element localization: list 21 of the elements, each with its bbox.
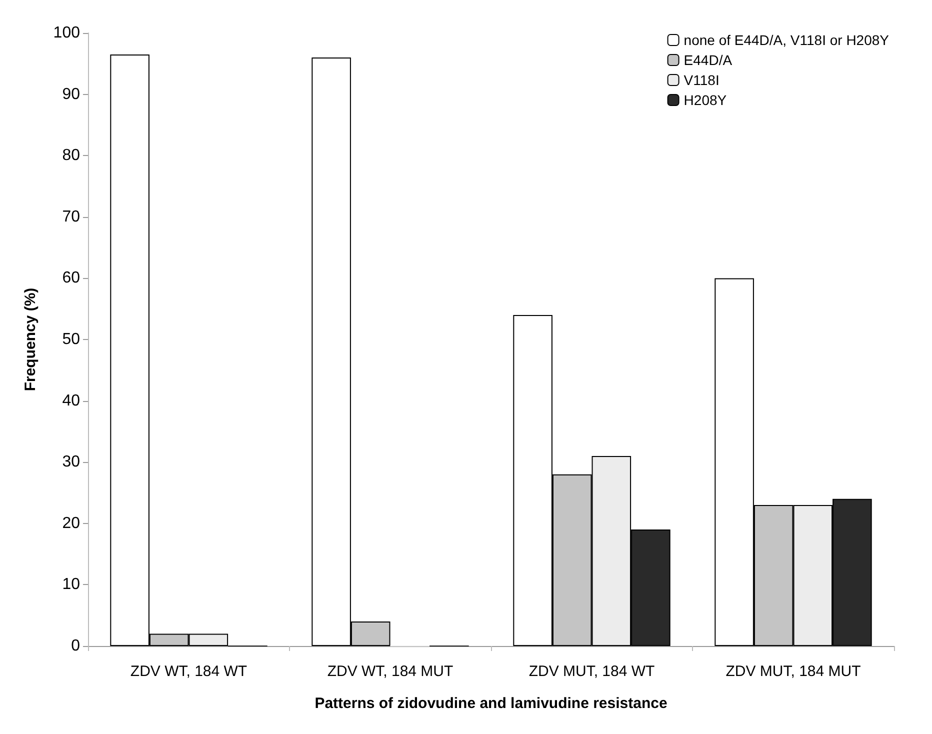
legend-label: E44D/A [684, 52, 733, 68]
y-axis-title: Frequency (%) [22, 288, 39, 392]
y-tick-label: 30 [62, 454, 80, 471]
legend-label: none of E44D/A, V118I or H208Y [684, 32, 890, 48]
y-tick-label: 60 [62, 270, 80, 287]
y-tick-label: 50 [62, 331, 80, 348]
x-axis-title: Patterns of zidovudine and lamivudine resistance [314, 695, 668, 712]
y-tick-label: 100 [53, 24, 80, 42]
x-tick-label: ZDV MUT, 184 MUT [726, 663, 861, 680]
y-tick-label: 90 [62, 86, 80, 103]
y-tick-label: 40 [62, 392, 80, 410]
legend-label: V118I [684, 72, 720, 88]
x-tick-label: ZDV WT, 184 MUT [327, 663, 454, 680]
y-tick-label: 20 [62, 514, 80, 532]
x-tick-label: ZDV MUT, 184 WT [528, 663, 655, 680]
y-tick-label: 10 [62, 576, 80, 594]
x-tick-label: ZDV WT, 184 WT [130, 663, 248, 680]
legend-label: H208Y [684, 92, 728, 108]
y-tick-label: 80 [62, 147, 80, 164]
y-tick-label: 0 [71, 638, 80, 654]
y-tick-label: 70 [62, 208, 80, 226]
